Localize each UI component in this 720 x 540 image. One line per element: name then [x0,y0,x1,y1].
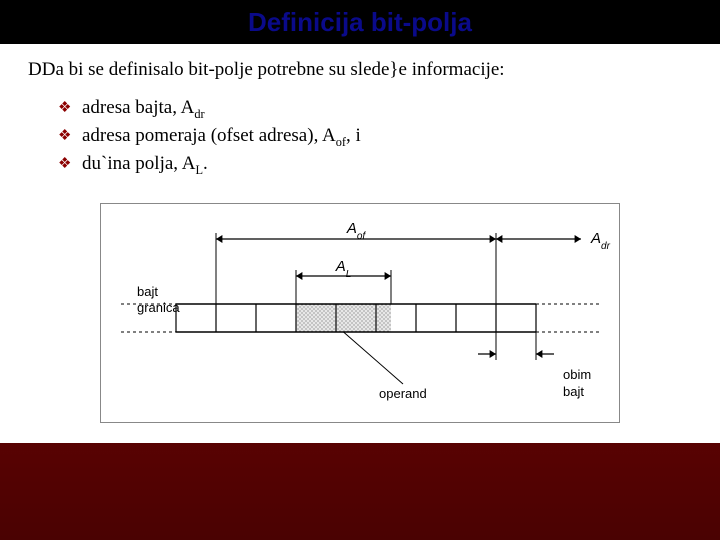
bullet-tail: . [203,153,208,174]
svg-text:Adr: Adr [590,230,611,252]
title-bar: Definicija bit-polja [0,0,720,44]
bullet-sub: dr [194,106,204,120]
bullet-item: adresa pomeraja (ofset adresa), Aof, i [58,123,692,151]
bullet-list: adresa bajta, Adr adresa pomeraja (ofset… [28,95,692,179]
bullet-sub: L [195,163,203,177]
bitfield-diagram: AofAdrALbajtgranicaoperandobimbajt [100,203,620,423]
bullet-tail: , i [346,125,361,146]
bullet-text: adresa pomeraja (ofset adresa), A [82,125,336,146]
bullet-item: du`ina polja, AL. [58,151,692,179]
slide-title: Definicija bit-polja [248,7,472,38]
bullet-text: adresa bajta, A [82,97,194,118]
svg-text:bajt: bajt [563,384,584,399]
bullet-text: du`ina polja, A [82,153,195,174]
svg-text:Aof: Aof [346,220,367,242]
diagram-svg: AofAdrALbajtgranicaoperandobimbajt [101,204,621,424]
diagram-wrap: AofAdrALbajtgranicaoperandobimbajt [28,203,692,423]
bullet-sub: of [336,135,346,149]
content-panel: DDa bi se definisalo bit-polje potrebne … [0,44,720,443]
svg-text:bajt: bajt [137,284,158,299]
svg-text:granica: granica [137,300,180,315]
svg-text:obim: obim [563,367,591,382]
svg-text:operand: operand [379,386,427,401]
intro-text: DDa bi se definisalo bit-polje potrebne … [28,58,692,83]
bullet-item: adresa bajta, Adr [58,95,692,123]
